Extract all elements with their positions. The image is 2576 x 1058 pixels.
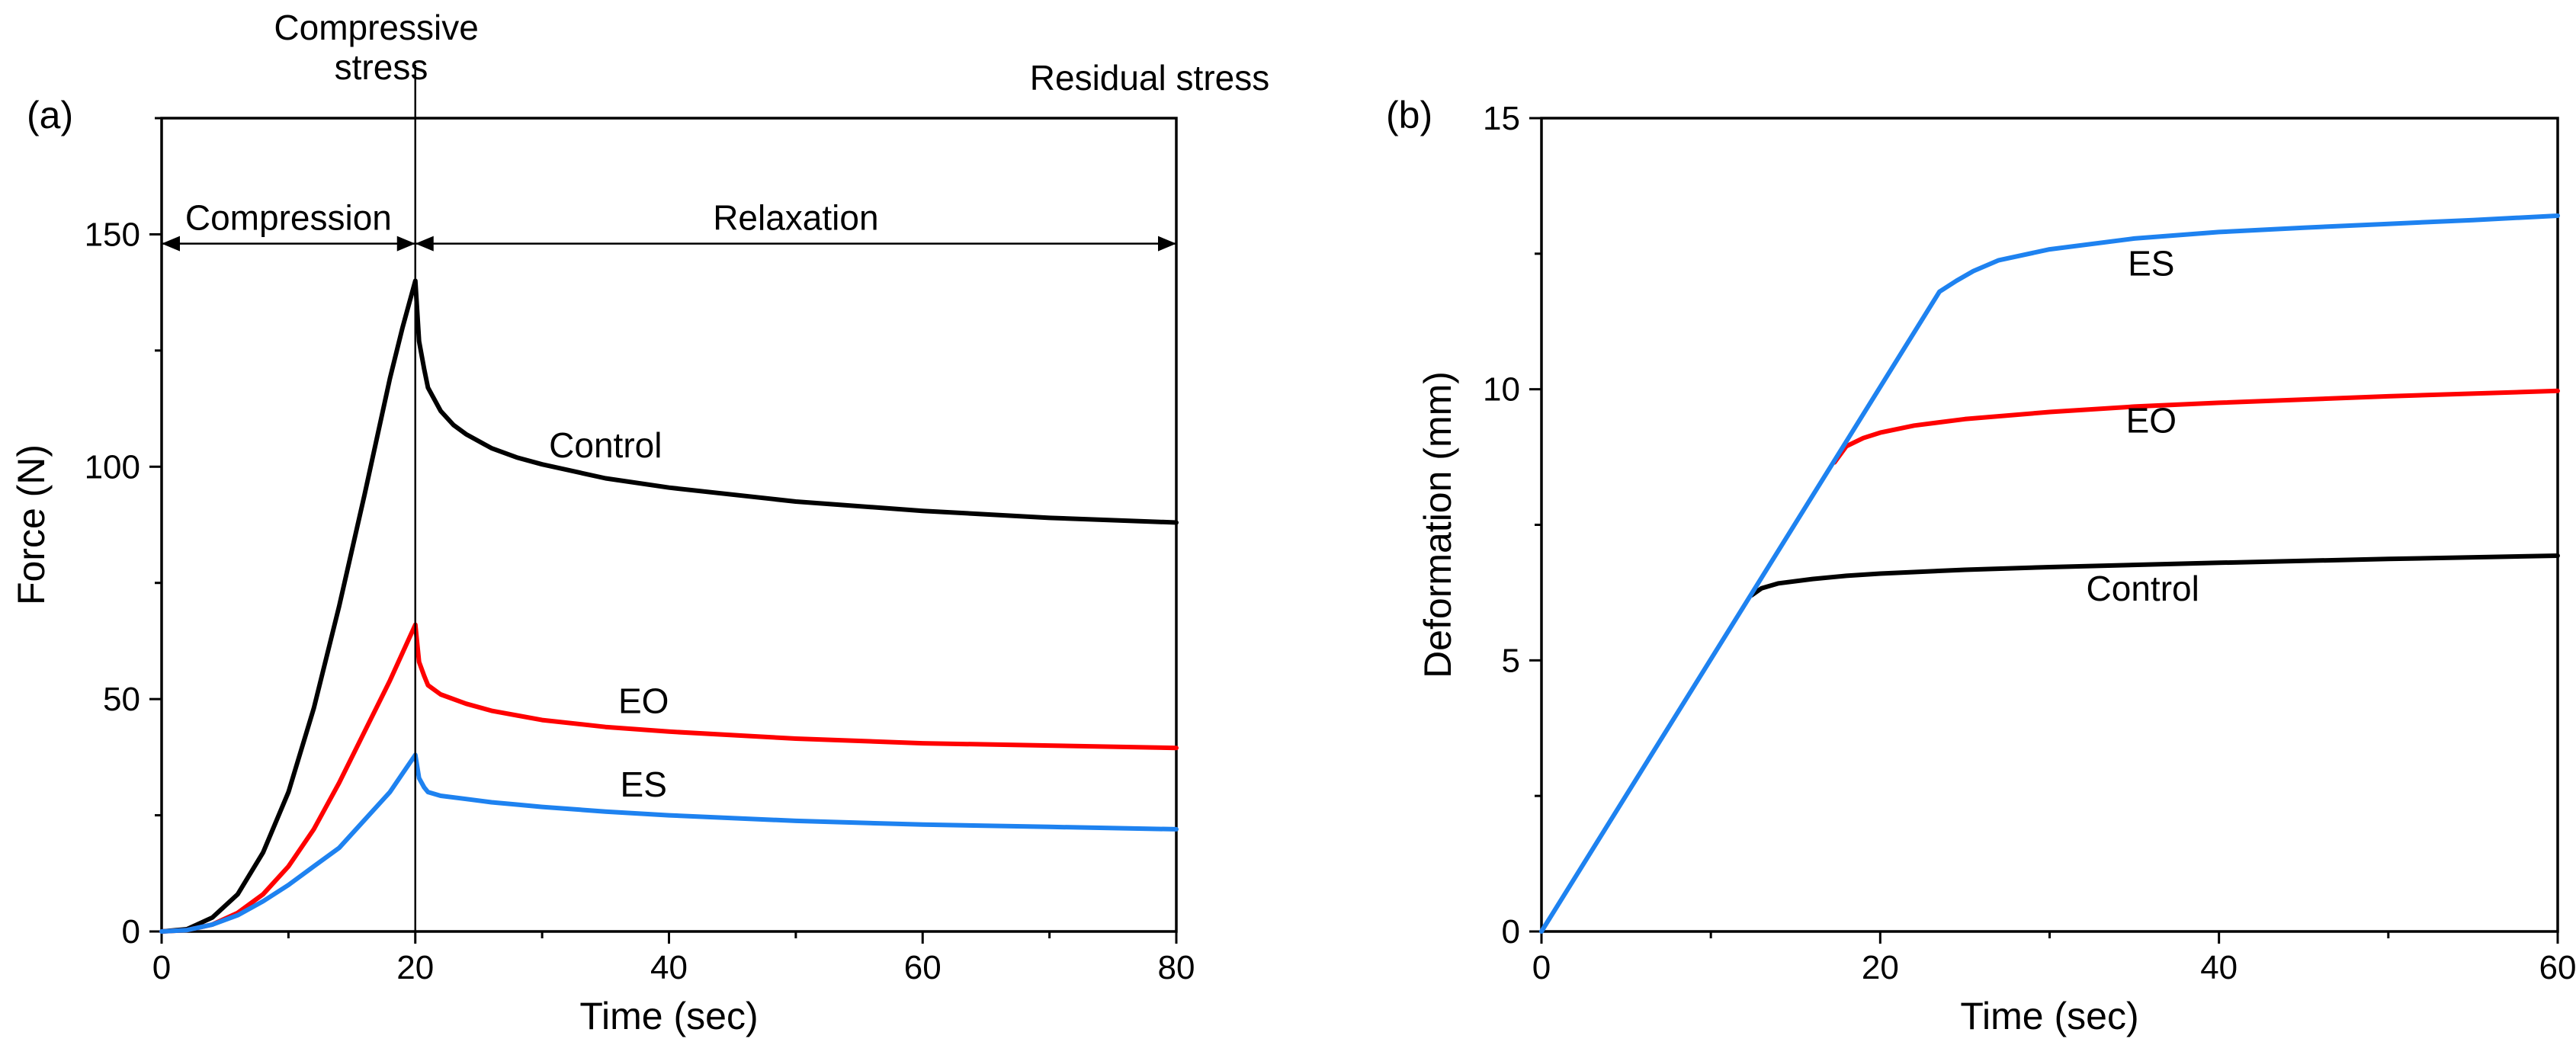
relaxation-arrowhead-left: [415, 236, 434, 252]
series-label-control: Control: [549, 425, 662, 465]
panel-b-y-axis-title: Deformation (mm): [1416, 371, 1459, 678]
series-label-es: ES: [621, 765, 667, 804]
series-label-eo: EO: [618, 681, 669, 720]
axes-frame: [160, 117, 1178, 933]
relaxation-label: Relaxation: [713, 198, 878, 238]
x-tick-label: 60: [2539, 949, 2576, 986]
series-label-es: ES: [2128, 243, 2174, 283]
y-tick-label: 0: [1502, 913, 1520, 951]
x-tick-label: 20: [396, 949, 434, 986]
y-tick-label: 10: [1483, 371, 1520, 409]
x-tick-label: 0: [1532, 949, 1551, 986]
x-tick-label: 80: [1158, 949, 1195, 986]
phase-arrows: [162, 236, 1176, 252]
y-tick-label: 5: [1502, 642, 1520, 679]
series-line-es: [159, 752, 1179, 934]
x-tick-label: 20: [1862, 949, 1899, 986]
y-tick-label: 0: [122, 913, 140, 951]
compression-label: Compression: [185, 198, 392, 238]
panel-a-y-axis-title: Force (N): [10, 444, 53, 605]
y-tick-label: 150: [85, 216, 140, 253]
y-tick-label: 15: [1483, 100, 1520, 137]
panel-a-plot-area: 0 20 40 60 80 0 50 100 150 Control EO ES: [85, 65, 1195, 986]
series-label-control: Control: [2087, 569, 2199, 608]
panel-a-x-axis-title: Time (sec): [579, 995, 758, 1037]
panel-b-x-axis-title: Time (sec): [1960, 995, 2138, 1037]
series-line-eo: [159, 622, 1179, 934]
compressive-stress-annotation: Compressive stress: [274, 8, 488, 87]
series-line-control: [159, 278, 1179, 934]
compression-arrowhead-left: [162, 236, 180, 252]
x-tick-label: 60: [904, 949, 942, 986]
x-tick-label: 40: [650, 949, 688, 986]
series-line-eo: [1832, 388, 2560, 465]
residual-stress-annotation: Residual stress: [1030, 58, 1269, 98]
compression-arrowhead-right: [396, 236, 415, 252]
panel-a-label: (a): [27, 94, 73, 136]
x-tick-label: 40: [2200, 949, 2238, 986]
series-line-es: [1539, 213, 2560, 934]
panel-b-label: (b): [1386, 94, 1432, 136]
relaxation-arrowhead-right: [1158, 236, 1176, 252]
y-tick-label: 50: [103, 681, 140, 718]
panel-a-force-chart: (a) Compressive stress Residual stress 0…: [10, 8, 1269, 1037]
series-line-control: [1749, 553, 2560, 598]
panel-b-plot-area: 0 20 40 60 0 5 10 15 Control EO ES: [1483, 100, 2576, 986]
x-tick-label: 0: [152, 949, 171, 986]
series-label-eo: EO: [2126, 401, 2177, 441]
y-tick-label: 100: [85, 448, 140, 486]
axes-frame: [1540, 117, 2559, 933]
